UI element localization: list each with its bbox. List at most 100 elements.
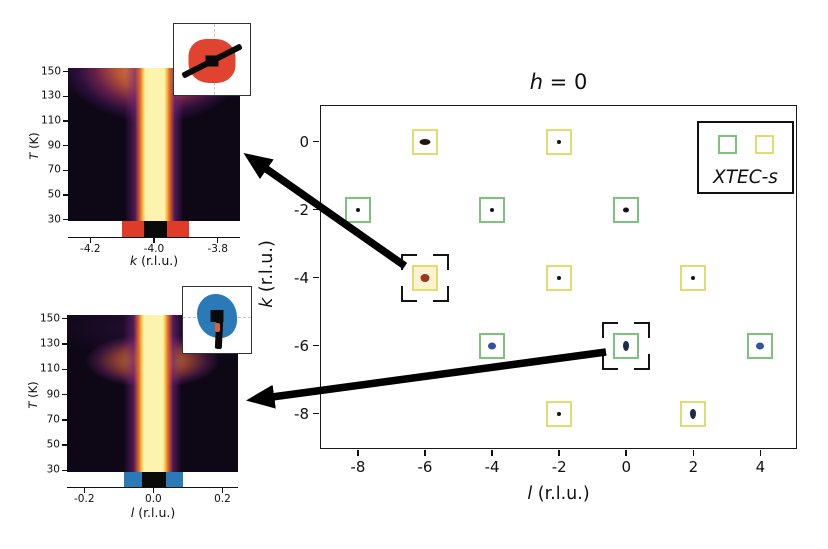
y-tick-label: 150 [39,312,60,325]
x-tick-label: 4 [755,458,766,476]
y-tick-mark [63,218,68,221]
bragg-peak-dot [355,207,360,212]
bracket-corner [634,353,651,370]
bragg-peak-dot [557,411,562,416]
x-tick-label: -0.2 [74,493,95,505]
peak-cluster-box [680,264,707,291]
y-tick-label: -2 [294,200,309,219]
y-tick-label: 130 [40,89,61,102]
bragg-peak-dot [557,275,562,280]
x-tick-label: 0.0 [145,493,162,505]
y-tick-mark [63,120,68,122]
orange-patch [214,323,220,333]
y-tick-label: 30 [47,213,61,226]
heatmap-l-cluster-strip [67,472,238,488]
y-tick-label: 130 [39,337,60,350]
y-tick-mark [62,469,67,472]
y-tick-mark [63,95,68,98]
y-tick-mark [63,144,68,147]
y-tick-label: 90 [46,388,60,401]
x-tick-mark [558,450,560,456]
peak-map-xlabel: l (r.l.u.) [527,484,590,504]
x-tick-label: -4 [484,458,500,476]
x-tick-label: -2 [551,458,567,476]
cluster-strip-block [165,472,183,487]
x-tick-mark [424,450,426,456]
y-tick-label: 0 [299,132,309,151]
x-tick-label: 0.2 [214,493,231,505]
bragg-peak-dot [623,207,630,213]
legend-swatch-green [717,135,737,154]
y-tick-label: 110 [40,114,61,127]
x-tick-label: 2 [688,458,699,476]
x-tick-mark [625,450,628,456]
bragg-peak-dot [557,139,562,144]
x-tick-label: -6 [417,458,433,476]
inset-peak-shape-blue [182,286,252,354]
bracket-corner [432,285,449,302]
x-tick-mark [759,450,762,456]
legend-swatch-yellow [754,135,774,154]
y-tick-mark [313,208,319,211]
x-tick-mark [692,450,695,456]
y-tick-label: 30 [46,463,60,476]
bragg-peak-dot [623,340,630,351]
y-tick-label: -6 [294,336,309,355]
bragg-peak-dot [420,273,430,282]
x-tick-label: -8 [350,458,366,476]
heatmap-k-ylabel: T (K) [27,132,41,160]
x-tick-mark [89,238,91,243]
peak-map-ylabel: k (r.l.u.) [257,240,277,308]
x-tick-label: -4.2 [80,243,101,255]
bragg-peak-dot [490,207,495,212]
peak-core [205,55,219,67]
bracket-corner [400,285,417,302]
y-tick-label: 110 [39,362,60,375]
heatmap-l-xlabel: l (r.l.u.) [130,505,176,520]
cluster-strip-block [124,472,142,487]
x-tick-mark [491,450,493,456]
bracket-corner [634,321,651,338]
cluster-strip-block [122,221,145,237]
y-tick-mark [313,140,319,143]
x-tick-mark [153,238,155,243]
x-tick-mark [221,488,224,493]
x-tick-label: -4.0 [143,243,165,255]
legend-xtec: XTEC-s [697,121,794,194]
y-tick-mark [63,194,68,196]
legend-label: XTEC-s [713,167,778,188]
y-tick-mark [313,276,319,279]
x-tick-mark [217,238,219,243]
y-tick-mark [62,318,67,320]
cluster-strip-block [166,221,190,237]
heatmap-k-cluster-strip [68,221,240,238]
x-tick-label: -3.8 [207,243,228,255]
y-tick-mark [62,419,67,421]
x-tick-mark [83,488,85,493]
y-tick-label: 70 [47,163,61,176]
bracket-corner [432,253,449,270]
heatmap-l-ylabel: T (K) [26,381,40,409]
y-tick-label: 50 [46,438,60,451]
peak-map-axes: XTEC-s -8 -6 -4 -2 0 2 4 0 -2 -4 -6 -8 [294,105,797,476]
bragg-peak-dot [419,138,431,145]
inset-peak-shape-red [173,23,251,96]
y-tick-label: 150 [40,65,61,78]
bragg-peak-dot [756,342,765,350]
x-tick-mark [357,450,359,456]
y-tick-mark [313,344,319,347]
bragg-peak-dot [691,275,696,280]
bragg-peak-dot [488,342,497,350]
peak-cluster-box [680,400,707,427]
y-tick-label: 70 [46,413,60,426]
x-tick-label: 0 [621,458,632,476]
cluster-strip-block [141,472,166,487]
x-tick-mark [152,488,155,493]
y-tick-mark [62,343,67,345]
peak-core [210,310,224,323]
y-tick-label: 90 [47,139,61,152]
y-tick-mark [62,393,67,396]
plot-title: h = 0 [529,70,588,94]
y-tick-mark [62,368,67,371]
peak-cluster-box [747,332,774,359]
